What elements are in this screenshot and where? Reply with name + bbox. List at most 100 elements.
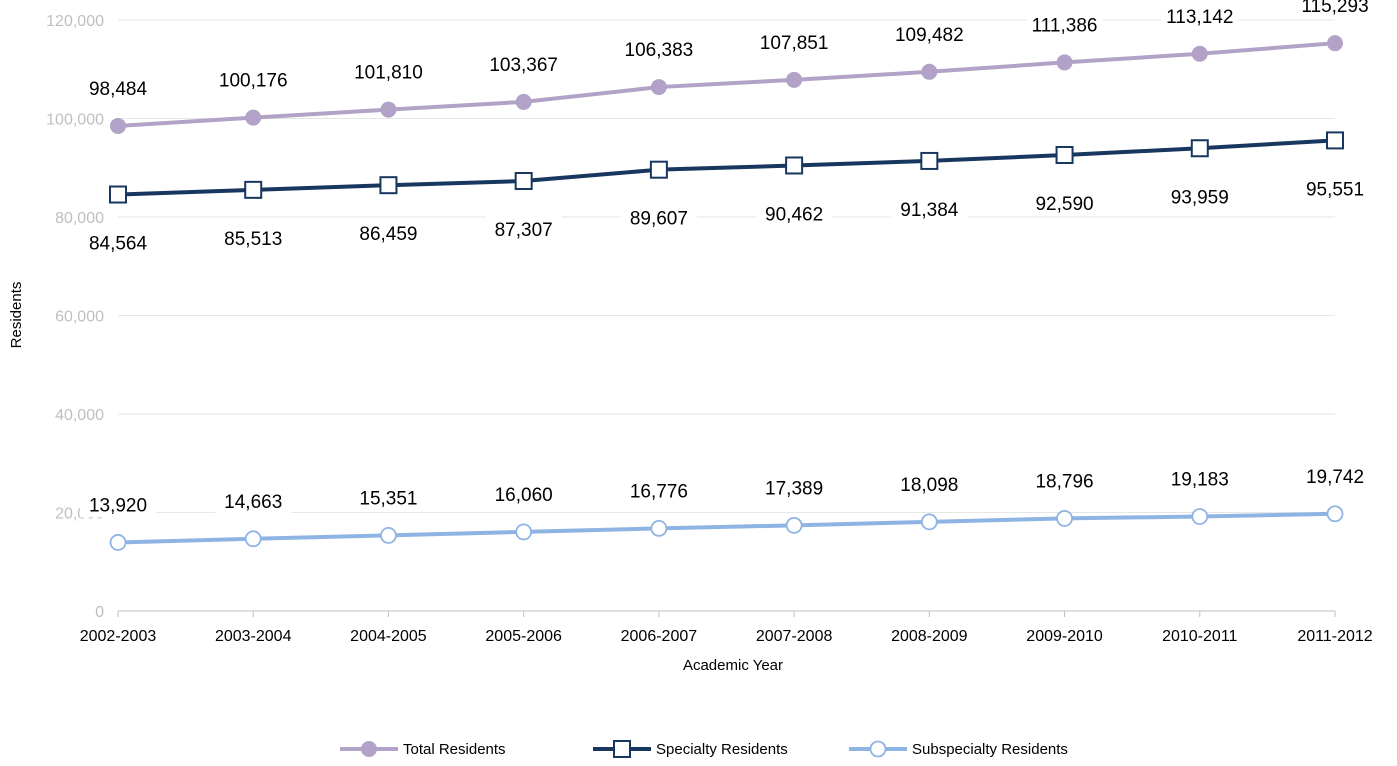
data-label-background bbox=[215, 224, 292, 251]
subspecialty-residents-point bbox=[1191, 508, 1209, 525]
data-label-background bbox=[620, 477, 697, 504]
subspecialty-residents-line bbox=[117, 511, 1336, 545]
x-tick-label: 2007-2008 bbox=[756, 628, 833, 645]
data-label: 100,176 bbox=[219, 71, 288, 92]
x-tick-label: 2005-2006 bbox=[485, 628, 562, 645]
data-label: 19,742 bbox=[1306, 467, 1364, 488]
y-tick-label: 80,000 bbox=[55, 210, 104, 227]
data-label: 106,383 bbox=[625, 40, 694, 61]
subspecialty-residents-point bbox=[1056, 510, 1073, 527]
specialty-residents-point bbox=[1055, 145, 1074, 164]
subspecialty-residents-point bbox=[1326, 505, 1344, 523]
data-label-background bbox=[215, 487, 292, 514]
data-label-background bbox=[485, 216, 562, 243]
specialty-residents-point bbox=[920, 151, 939, 170]
data-label: 89,607 bbox=[630, 209, 688, 230]
data-label: 13,920 bbox=[89, 495, 147, 516]
legend-swatch-marker bbox=[869, 740, 887, 758]
y-tick-label: 120,000 bbox=[46, 13, 104, 30]
data-label: 18,098 bbox=[900, 475, 958, 496]
data-label: 98,484 bbox=[89, 79, 148, 100]
data-label-background bbox=[215, 66, 292, 93]
x-tick-label: 2003-2004 bbox=[215, 628, 292, 645]
specialty-residents-point bbox=[1190, 139, 1209, 158]
total-residents-series bbox=[110, 35, 1343, 134]
x-tick-label: 2010-2011 bbox=[1162, 628, 1237, 645]
data-label: 101,810 bbox=[354, 63, 423, 84]
data-label-background bbox=[1161, 465, 1238, 492]
y-tick-label: 100,000 bbox=[46, 112, 104, 129]
y-tick-label: 40,000 bbox=[55, 407, 104, 424]
specialty-residents-point bbox=[379, 176, 398, 195]
data-label: 19,183 bbox=[1171, 470, 1229, 491]
specialty-residents-point bbox=[109, 185, 127, 204]
data-label-background bbox=[620, 204, 697, 231]
y-tick-label: 60,000 bbox=[55, 309, 104, 326]
data-label-background bbox=[891, 20, 968, 47]
subspecialty-residents-point bbox=[380, 526, 397, 544]
specialty-residents-point bbox=[785, 156, 804, 175]
x-tick-label: 2004-2005 bbox=[350, 628, 427, 645]
data-labels: 98,484 100,176 101,810 103,367 106,383 107,85… bbox=[80, 0, 1373, 518]
legend-label: Subspecialty Residents bbox=[912, 741, 1068, 758]
y-axis-title: Residents bbox=[8, 282, 25, 349]
x-tick-label: 2006-2007 bbox=[621, 628, 698, 645]
subspecialty-residents-point bbox=[109, 534, 127, 551]
subspecialty-residents-point bbox=[650, 519, 668, 537]
data-label-background bbox=[1161, 2, 1238, 29]
total-residents-point bbox=[921, 63, 938, 80]
data-label: 109,482 bbox=[895, 25, 964, 46]
x-tick-label: 2008-2009 bbox=[891, 628, 968, 645]
specialty-residents-line bbox=[117, 138, 1336, 197]
total-residents-point bbox=[110, 117, 126, 134]
total-residents-line bbox=[117, 41, 1336, 128]
specialty-residents-point bbox=[1326, 131, 1344, 150]
data-label-background bbox=[1026, 11, 1103, 38]
series-group bbox=[109, 35, 1344, 551]
data-label: 107,851 bbox=[760, 33, 829, 54]
data-label-background bbox=[620, 36, 697, 63]
specialty-residents-point bbox=[649, 160, 668, 179]
specialty-residents-point bbox=[244, 180, 263, 199]
data-label-background bbox=[756, 200, 833, 227]
data-label: 18,796 bbox=[1035, 471, 1093, 492]
data-label-background bbox=[1026, 467, 1103, 494]
data-label-background bbox=[485, 480, 562, 507]
data-label-background bbox=[756, 28, 833, 55]
specialty-residents-point bbox=[514, 172, 533, 191]
x-tick-label: 2009-2010 bbox=[1026, 628, 1103, 645]
data-label-background bbox=[350, 58, 427, 85]
legend-label: Specialty Residents bbox=[656, 741, 788, 758]
data-label-background bbox=[80, 229, 156, 256]
total-residents-point bbox=[245, 109, 262, 126]
total-residents-point bbox=[1191, 45, 1208, 62]
data-label: 95,551 bbox=[1306, 179, 1364, 200]
x-tick-label: 2011-2012 bbox=[1297, 628, 1372, 645]
subspecialty-residents-point bbox=[920, 513, 938, 531]
y-tick-label: 0 bbox=[95, 604, 104, 621]
data-label-background bbox=[350, 220, 427, 247]
data-label-background bbox=[891, 195, 968, 222]
legend-label: Total Residents bbox=[403, 741, 506, 758]
total-residents-point bbox=[380, 101, 397, 118]
total-residents-point bbox=[650, 79, 667, 96]
data-label: 14,663 bbox=[224, 492, 282, 513]
gridlines bbox=[118, 19, 1335, 513]
data-label: 111,386 bbox=[1032, 15, 1098, 36]
legend-swatch-marker bbox=[613, 740, 631, 758]
data-label-background bbox=[756, 474, 833, 501]
data-label-background bbox=[1161, 183, 1238, 210]
data-label: 93,959 bbox=[1171, 187, 1229, 208]
data-label: 87,307 bbox=[495, 220, 553, 241]
data-label: 85,513 bbox=[224, 229, 282, 250]
legend-item-subspecialty-residents: Subspecialty Residents bbox=[849, 740, 1068, 758]
data-label: 103,367 bbox=[489, 55, 558, 76]
data-label: 86,459 bbox=[359, 224, 417, 245]
data-label: 16,060 bbox=[495, 485, 553, 506]
data-label: 92,590 bbox=[1035, 194, 1093, 215]
data-label: 16,776 bbox=[630, 481, 688, 502]
x-axis-title: Academic Year bbox=[683, 657, 783, 674]
data-label: 84,564 bbox=[89, 234, 148, 255]
legend-swatch-marker bbox=[361, 741, 377, 757]
